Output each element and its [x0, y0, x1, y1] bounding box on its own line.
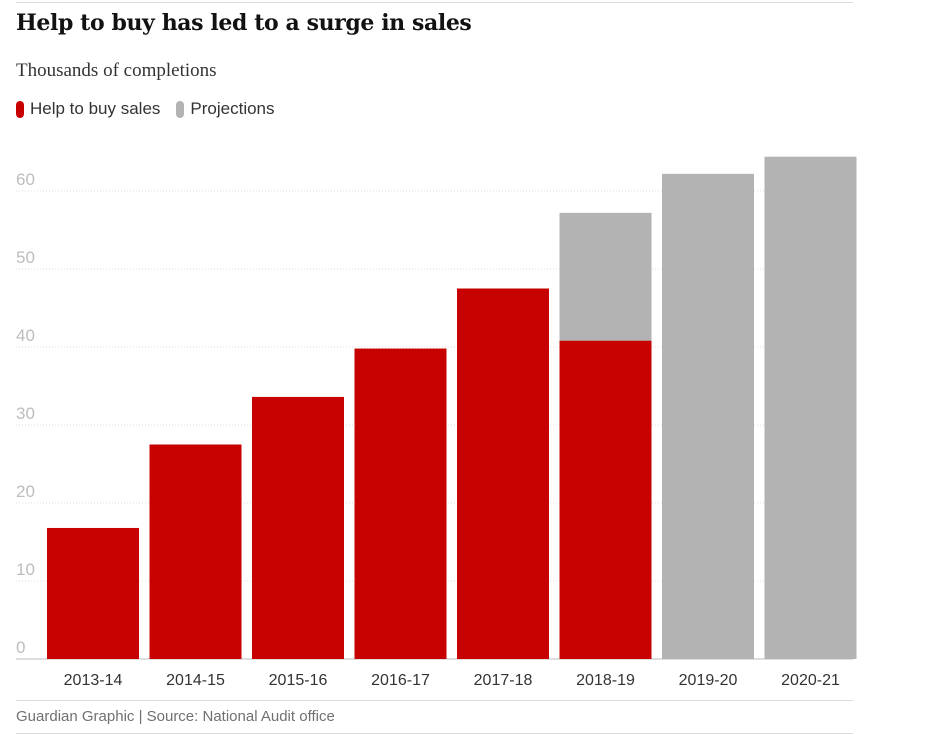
chart-subtitle: Thousands of completions — [16, 60, 217, 81]
y-tick-label: 60 — [16, 170, 35, 189]
bar-projection-2020-21 — [764, 156, 857, 659]
bottom-rule — [16, 700, 853, 701]
y-tick-label: 20 — [16, 482, 35, 501]
bar-help-to-buy-2014-15 — [149, 444, 242, 659]
bars — [47, 156, 857, 659]
legend-swatch-red — [16, 100, 24, 118]
legend-label-projections: Projections — [190, 99, 275, 118]
footer-rule — [16, 733, 853, 734]
top-rule — [16, 2, 853, 3]
y-tick-label: 30 — [16, 404, 35, 423]
x-tick-label: 2014-15 — [166, 672, 225, 689]
bar-help-to-buy-2015-16 — [252, 396, 344, 659]
x-tick-label: 2020-21 — [781, 672, 840, 689]
bar-help-to-buy-2017-18 — [457, 288, 549, 659]
x-tick-label: 2015-16 — [269, 672, 328, 689]
y-axis-ticks: 0 10 20 30 40 50 60 — [16, 170, 35, 657]
x-tick-label: 2013-14 — [64, 672, 123, 689]
legend-label-help-to-buy: Help to buy sales — [30, 99, 161, 118]
y-tick-label: 10 — [16, 560, 35, 579]
chart-title: Help to buy has led to a surge in sales — [16, 10, 472, 36]
legend: Help to buy sales Projections — [16, 99, 291, 119]
bar-help-to-buy-2016-17 — [354, 348, 447, 659]
bar-projection-2019-20 — [662, 173, 754, 659]
y-tick-label: 0 — [16, 638, 25, 657]
bar-help-to-buy-2018-19 — [559, 340, 652, 659]
legend-item-projections: Projections — [176, 99, 275, 119]
x-tick-label: 2017-18 — [474, 672, 533, 689]
x-tick-label: 2019-20 — [679, 672, 738, 689]
legend-item-help-to-buy: Help to buy sales — [16, 99, 160, 119]
legend-swatch-grey — [176, 100, 185, 118]
x-axis-ticks: 2013-14 2014-15 2015-16 2016-17 2017-18 2018-… — [64, 672, 840, 689]
source-note: Guardian Graphic | Source: National Audi… — [16, 708, 335, 725]
bar-help-to-buy-2013-14 — [47, 527, 139, 659]
y-tick-label: 40 — [16, 326, 35, 345]
y-tick-label: 50 — [16, 248, 35, 267]
x-tick-label: 2018-19 — [576, 672, 635, 689]
x-tick-label: 2016-17 — [371, 672, 430, 689]
